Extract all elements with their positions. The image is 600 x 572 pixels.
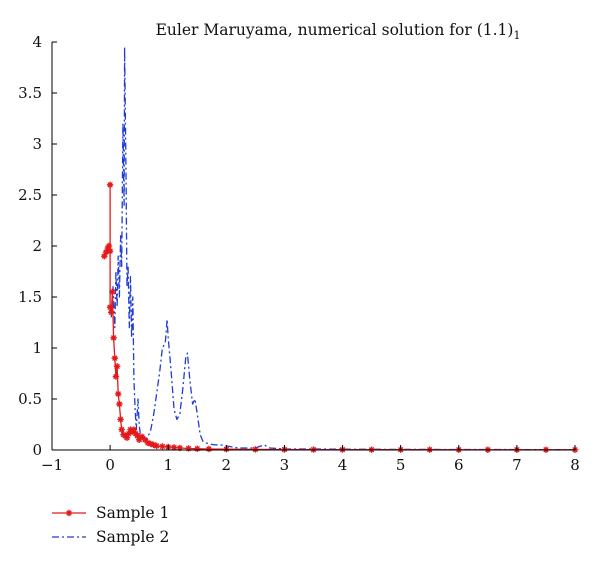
y-tick-label: 2 bbox=[32, 237, 42, 255]
series-1-point bbox=[185, 445, 192, 452]
series-1-point bbox=[109, 288, 116, 296]
x-tick-label: 3 bbox=[280, 456, 290, 474]
chart-title-subscript: 1 bbox=[513, 29, 520, 42]
legend-item-2-label: Sample 2 bbox=[96, 528, 169, 546]
series-1-point bbox=[112, 373, 120, 380]
series-1-point bbox=[159, 443, 166, 450]
chart-title: Euler Maruyama, numerical solution for (… bbox=[156, 21, 521, 42]
x-tick-label: 4 bbox=[338, 456, 348, 474]
series-1-point bbox=[106, 304, 114, 311]
series-1-point bbox=[141, 436, 149, 443]
series-1-point bbox=[113, 363, 121, 370]
x-tick-label: 7 bbox=[512, 456, 522, 474]
series-1-point bbox=[110, 334, 117, 341]
x-tick-label: 1 bbox=[163, 456, 173, 474]
series-1-point bbox=[153, 442, 160, 450]
x-tick-label: 2 bbox=[222, 456, 232, 474]
x-tick-label: 8 bbox=[570, 456, 580, 474]
series-1-point bbox=[252, 446, 259, 453]
series-1-line bbox=[103, 184, 575, 451]
y-tick-label: 1 bbox=[32, 339, 42, 357]
legend-item-2: Sample 2 bbox=[52, 528, 169, 546]
series-1-point bbox=[194, 445, 201, 452]
legend: Sample 1 Sample 2 bbox=[52, 504, 169, 546]
series-2-line bbox=[110, 46, 575, 451]
x-tick-label: −1 bbox=[41, 456, 63, 474]
y-tick-label: 2.5 bbox=[18, 186, 42, 204]
series-1-point bbox=[105, 242, 113, 250]
series-1-point bbox=[135, 436, 143, 443]
series-1-point bbox=[106, 247, 114, 255]
x-tick-label: 6 bbox=[454, 456, 464, 474]
series-1-point bbox=[115, 390, 122, 398]
y-tick-label: 1.5 bbox=[18, 288, 42, 306]
y-tick-label: 3 bbox=[32, 135, 42, 153]
x-tick-label: 0 bbox=[105, 456, 115, 474]
x-tick-label: 5 bbox=[396, 456, 406, 474]
chart-title-main: Euler Maruyama, numerical solution for (… bbox=[156, 21, 514, 39]
series-1-point bbox=[108, 309, 115, 316]
legend-item-1-marker bbox=[65, 509, 73, 517]
series-layer bbox=[101, 46, 579, 453]
series-1-point bbox=[111, 355, 118, 362]
series-1-point bbox=[106, 181, 114, 188]
y-tick-label: 4 bbox=[32, 33, 42, 51]
y-tick-label: 0.5 bbox=[18, 390, 42, 408]
series-1-point bbox=[118, 426, 125, 433]
axes: −1 0 1 2 3 4 5 6 7 800.511.522.533.54 bbox=[18, 33, 580, 474]
series-1-point bbox=[205, 445, 213, 453]
y-tick-label: 3.5 bbox=[18, 84, 42, 102]
series-1-point bbox=[116, 400, 123, 408]
chart-title-group: Euler Maruyama, numerical solution for (… bbox=[156, 21, 521, 42]
y-tick-label: 0 bbox=[32, 441, 42, 459]
legend-item-1-label: Sample 1 bbox=[96, 504, 169, 522]
legend-item-1: Sample 1 bbox=[52, 504, 169, 522]
series-1-point bbox=[117, 416, 124, 423]
